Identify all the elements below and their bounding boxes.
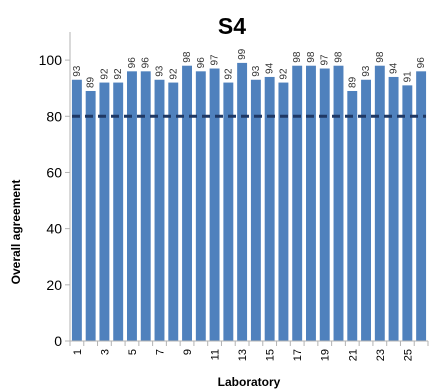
data-label: 92 xyxy=(168,68,179,80)
data-label: 96 xyxy=(196,57,207,69)
data-label: 97 xyxy=(320,54,331,66)
y-axis-label: Overall agreement xyxy=(9,180,23,285)
bar xyxy=(168,82,179,342)
data-label: 98 xyxy=(306,51,317,63)
x-tick-label: 25 xyxy=(402,349,414,361)
data-label: 98 xyxy=(334,51,345,63)
data-label: 94 xyxy=(389,62,400,74)
bar xyxy=(237,62,248,342)
bar xyxy=(195,71,206,341)
data-label: 93 xyxy=(251,65,262,77)
x-axis-label: Laboratory xyxy=(218,375,281,389)
bar xyxy=(264,76,275,341)
bar xyxy=(374,65,385,341)
data-label: 93 xyxy=(72,65,83,77)
x-tick-label: 9 xyxy=(182,349,194,355)
data-label: 96 xyxy=(127,57,138,69)
y-tick-label: 0 xyxy=(54,333,62,349)
bar xyxy=(278,82,289,342)
bar xyxy=(99,82,110,342)
data-label: 99 xyxy=(237,48,248,60)
x-tick-label: 13 xyxy=(237,349,249,361)
bar xyxy=(333,65,344,341)
bar xyxy=(127,71,137,341)
bar xyxy=(154,79,165,341)
data-label: 98 xyxy=(375,51,386,63)
data-label: 98 xyxy=(292,51,303,63)
data-label: 92 xyxy=(223,68,234,80)
x-tick-label: 15 xyxy=(265,349,277,361)
x-tick-label: 21 xyxy=(347,349,359,361)
bar xyxy=(402,85,413,341)
bar xyxy=(140,71,151,341)
data-label: 89 xyxy=(86,76,97,88)
bar xyxy=(85,90,96,341)
data-label: 93 xyxy=(361,65,372,77)
data-label: 92 xyxy=(113,68,124,80)
x-axis-ticks: 1 3 5 7 9 11 13 15 17 19 21 23 25 xyxy=(69,341,429,361)
chart-title: S4 xyxy=(218,13,246,39)
bar xyxy=(319,68,330,341)
bar xyxy=(71,79,82,341)
y-tick-label: 60 xyxy=(46,164,62,180)
bar xyxy=(209,68,220,341)
y-tick-label: 20 xyxy=(46,277,62,293)
data-label: 97 xyxy=(210,54,221,66)
data-label: 94 xyxy=(265,62,276,74)
bar xyxy=(250,79,261,341)
bar xyxy=(388,76,399,341)
data-label: 93 xyxy=(155,65,166,77)
data-label: 89 xyxy=(347,76,358,88)
bar xyxy=(113,82,124,342)
data-label: 92 xyxy=(99,68,110,80)
data-label: 96 xyxy=(416,57,427,69)
y-axis-ticks: 0 20 40 60 80 100 xyxy=(39,52,70,349)
x-tick-label: 7 xyxy=(155,349,167,355)
data-label: 91 xyxy=(402,71,413,83)
bar xyxy=(182,65,192,341)
data-label: 92 xyxy=(278,68,289,80)
bar xyxy=(416,71,427,341)
y-tick-label: 40 xyxy=(46,221,62,237)
bars-layer xyxy=(71,62,427,342)
x-tick-label: 19 xyxy=(320,349,332,361)
x-tick-label: 1 xyxy=(72,349,84,355)
data-label: 96 xyxy=(141,57,152,69)
x-tick-label: 17 xyxy=(292,349,304,361)
x-tick-label: 3 xyxy=(99,349,111,355)
y-tick-label: 100 xyxy=(39,52,63,68)
bar xyxy=(347,90,358,341)
bar xyxy=(361,79,371,341)
x-tick-label: 23 xyxy=(375,349,387,361)
bar xyxy=(223,82,234,342)
data-label: 98 xyxy=(182,51,193,63)
bar xyxy=(292,65,303,341)
y-tick-label: 80 xyxy=(46,108,62,124)
x-tick-label: 5 xyxy=(127,349,139,355)
bar xyxy=(306,65,316,341)
x-tick-label: 11 xyxy=(210,349,222,360)
